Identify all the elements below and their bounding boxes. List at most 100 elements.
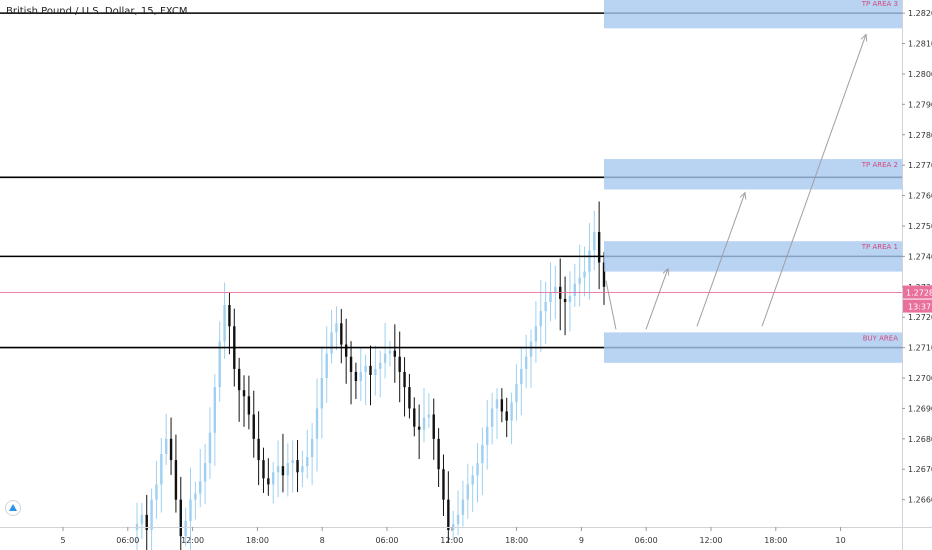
candle-body bbox=[203, 463, 207, 482]
candle-body bbox=[330, 332, 333, 354]
candle-body bbox=[228, 305, 231, 327]
candle-body bbox=[218, 341, 221, 388]
candle-body bbox=[398, 356, 401, 372]
y-tick-label: 1.27200 bbox=[908, 313, 932, 322]
candle-body bbox=[374, 368, 377, 375]
candle-body bbox=[456, 514, 460, 524]
zone-box bbox=[604, 241, 902, 272]
candle-body bbox=[320, 378, 324, 409]
candle-body bbox=[490, 408, 494, 427]
candle-body bbox=[359, 371, 362, 382]
candle-body bbox=[364, 365, 367, 372]
candle-body bbox=[529, 341, 533, 357]
candle-body bbox=[544, 301, 547, 312]
y-tick-label: 1.28000 bbox=[908, 70, 932, 79]
x-tick-label: 18:00 bbox=[246, 536, 269, 545]
y-tick-label: 1.27700 bbox=[908, 161, 932, 170]
candle-body bbox=[379, 362, 382, 369]
candle-body bbox=[588, 250, 591, 272]
candle-body bbox=[174, 460, 178, 500]
candle-body bbox=[510, 402, 513, 421]
x-tick-label: 12:00 bbox=[181, 536, 204, 545]
candle-body bbox=[296, 460, 299, 473]
x-tick-label: 18:00 bbox=[505, 536, 528, 545]
arrow-head bbox=[662, 267, 670, 276]
candle-body bbox=[388, 350, 392, 354]
candle-body bbox=[344, 344, 348, 357]
tradingview-logo-icon[interactable] bbox=[5, 500, 21, 516]
candle-body bbox=[442, 469, 445, 500]
x-tick-label: 18:00 bbox=[764, 536, 787, 545]
candle-body bbox=[539, 311, 542, 327]
arrow-head bbox=[860, 33, 868, 42]
candle-body bbox=[422, 417, 426, 430]
candle-body bbox=[340, 323, 343, 345]
candle-body bbox=[281, 466, 285, 476]
candle-body bbox=[140, 514, 144, 524]
candle-body bbox=[534, 326, 538, 342]
candle-body bbox=[247, 396, 251, 415]
zone-label: TP AREA 2 bbox=[861, 161, 898, 169]
candle-body bbox=[471, 475, 474, 485]
y-tick-label: 1.26700 bbox=[908, 465, 932, 474]
candle-body bbox=[164, 438, 168, 455]
candle-body bbox=[495, 399, 499, 409]
candle-body bbox=[272, 472, 275, 485]
y-tick-label: 1.26900 bbox=[908, 404, 932, 413]
y-tick-label: 1.26800 bbox=[908, 435, 932, 444]
candle-body bbox=[481, 444, 484, 464]
target-zones: TP AREA 3 TP AREA 2 TP AREA 1 BUY AREA bbox=[604, 0, 902, 363]
candle-body bbox=[583, 271, 586, 278]
zone-label: TP AREA 3 bbox=[861, 0, 898, 8]
candle-body bbox=[403, 371, 406, 388]
candle-body bbox=[573, 283, 577, 296]
candle-body bbox=[563, 298, 567, 302]
candle-body bbox=[335, 323, 338, 333]
projection-arrows bbox=[605, 33, 868, 330]
projection-arrow bbox=[696, 192, 746, 327]
x-tick-label: 8 bbox=[320, 536, 325, 545]
candle-body bbox=[549, 292, 552, 302]
candle-body bbox=[315, 408, 319, 439]
zone-label: BUY AREA bbox=[863, 334, 899, 342]
candle-body bbox=[150, 499, 153, 531]
candle-body bbox=[524, 356, 528, 369]
candle-body bbox=[417, 426, 421, 430]
candle-body bbox=[286, 463, 290, 476]
candle-body bbox=[500, 399, 504, 412]
candle-body bbox=[262, 460, 265, 479]
candle-body bbox=[354, 371, 358, 382]
candle-body bbox=[486, 426, 489, 445]
candle-body bbox=[447, 499, 450, 531]
candle-body bbox=[160, 454, 163, 485]
y-tick-label: 1.27900 bbox=[908, 100, 932, 109]
candle-body bbox=[145, 514, 148, 531]
candle-body bbox=[223, 305, 226, 342]
candle-body bbox=[155, 484, 158, 500]
x-tick-label: 12:00 bbox=[699, 536, 722, 545]
candle-body bbox=[310, 438, 314, 458]
x-tick-label: 9 bbox=[579, 536, 584, 545]
candle-body bbox=[301, 466, 304, 473]
projection-leg bbox=[605, 280, 617, 330]
countdown-label: 13:37 bbox=[908, 303, 931, 312]
price-badge bbox=[903, 285, 932, 299]
candle-body bbox=[189, 499, 192, 521]
candle-body bbox=[179, 499, 182, 537]
y-tick-label: 1.28200 bbox=[908, 9, 932, 18]
candle-body bbox=[291, 460, 294, 464]
symbol-title: British Pound / U.S. Dollar, 15, FXCM bbox=[6, 6, 188, 17]
candle-body bbox=[369, 365, 372, 375]
candle-body bbox=[199, 481, 202, 494]
candle-body bbox=[520, 368, 523, 385]
candle-body bbox=[602, 262, 606, 287]
y-tick-label: 1.27000 bbox=[908, 374, 932, 383]
x-tick-label: 5 bbox=[60, 536, 65, 545]
candle-body bbox=[252, 414, 255, 439]
candle-body bbox=[257, 438, 260, 461]
candle-body bbox=[237, 368, 241, 391]
candle-body bbox=[349, 356, 353, 372]
